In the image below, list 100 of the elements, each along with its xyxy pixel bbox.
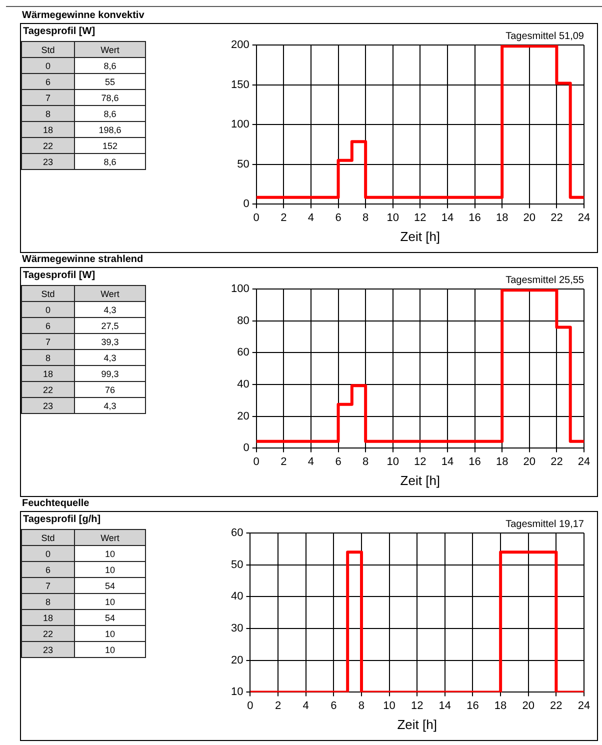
y-tick-label: 50 — [230, 558, 244, 571]
x-tick-label: 16 — [468, 212, 481, 224]
text: Wert — [74, 530, 146, 546]
text: 54 — [104, 612, 115, 622]
category-label: 0 — [22, 58, 74, 74]
text: 99,3 — [101, 368, 119, 378]
category-label: 7 — [22, 578, 74, 594]
text: Tagesmittel 25,55 — [506, 274, 584, 286]
category-label: 23 — [22, 642, 74, 658]
y-tick-label: 100 — [230, 283, 250, 296]
y-tick-label: 60 — [237, 346, 250, 359]
x-tick-label: 10 — [386, 456, 399, 468]
x-tick-label: 12 — [414, 212, 426, 224]
text: 10 — [104, 644, 115, 654]
x-tick-label: 2 — [280, 456, 287, 468]
x-tick-label: 14 — [438, 700, 452, 712]
text: Feuchtequelle — [22, 498, 90, 509]
x-tick-label: 6 — [335, 456, 342, 468]
x-tick-label: 22 — [550, 212, 563, 224]
y-tick-label: 10 — [230, 686, 244, 698]
x-tick-label: 12 — [410, 700, 424, 712]
y-tick-label: 40 — [230, 590, 244, 603]
x-tick-label: 8 — [358, 700, 365, 712]
x-tick-label: 8 — [362, 212, 369, 224]
category-label: 23 — [22, 398, 74, 414]
text: Tagesprofil [g/h] — [23, 514, 101, 525]
x-tick-label: 2 — [274, 700, 282, 712]
text: Wert — [74, 286, 146, 302]
text: 8,6 — [104, 108, 116, 118]
category-label: 7 — [22, 334, 74, 350]
y-tick-label: 20 — [237, 410, 250, 422]
text: 8,6 — [104, 156, 116, 166]
category-label: 22 — [22, 626, 74, 642]
y-tick-label: 50 — [237, 158, 250, 170]
x-tick-label: 14 — [441, 212, 454, 224]
y-tick-label: 60 — [230, 527, 244, 540]
text: 55 — [104, 76, 115, 86]
x-tick-label: 4 — [308, 456, 314, 468]
text: 10 — [104, 564, 115, 574]
text: 198,6 — [98, 124, 122, 134]
x-tick-label: 22 — [550, 456, 563, 468]
text: 10 — [104, 548, 115, 558]
category-label: 18 — [22, 122, 74, 138]
text: 4,3 — [104, 400, 116, 410]
x-tick-label: 20 — [522, 700, 534, 712]
y-tick-label: 200 — [230, 39, 250, 52]
x-tick-label: 12 — [414, 456, 426, 468]
y-tick-label: 20 — [230, 654, 244, 666]
x-tick-label: 16 — [468, 456, 481, 468]
category-label: 22 — [22, 382, 74, 398]
x-tick-label: 4 — [302, 700, 309, 712]
text: 10 — [104, 628, 115, 638]
y-tick-label: 150 — [230, 78, 250, 91]
category-label: 6 — [22, 562, 74, 578]
category-label: 7 — [22, 90, 74, 106]
y-tick-label: 0 — [243, 442, 250, 454]
x-tick-label: 24 — [578, 700, 590, 712]
y-tick-label: 40 — [237, 378, 250, 391]
text: 78,6 — [101, 92, 119, 102]
x-tick-label: 16 — [466, 700, 479, 712]
category-label: 8 — [22, 350, 74, 366]
category-label: 18 — [22, 366, 74, 382]
text: Std — [22, 286, 74, 302]
category-label: 18 — [22, 610, 74, 626]
text: Tagesprofil [W] — [23, 270, 96, 281]
y-tick-label: 0 — [243, 198, 250, 210]
x-tick-label: 22 — [550, 700, 562, 712]
x-tick-label: 24 — [578, 212, 590, 224]
x-tick-label: 6 — [335, 212, 342, 224]
category-label: 0 — [22, 546, 74, 562]
x-tick-label: 20 — [523, 212, 536, 224]
text: 27,5 — [101, 320, 119, 330]
category-label: 22 — [22, 138, 74, 154]
x-tick-label: 18 — [494, 700, 507, 712]
text: 39,3 — [101, 336, 119, 346]
text: Std — [22, 42, 74, 58]
x-tick-label: 10 — [386, 212, 399, 224]
x-tick-label: 0 — [253, 456, 260, 468]
x-axis-title: Zeit [h] — [400, 472, 440, 488]
text: 4,3 — [104, 352, 116, 362]
text: Tagesprofil [W] — [23, 26, 96, 37]
category-label: 8 — [22, 594, 74, 610]
text: Tagesmittel 19,17 — [506, 518, 584, 530]
x-tick-label: 4 — [308, 212, 314, 224]
text: Wert — [74, 42, 146, 58]
category-label: 8 — [22, 106, 74, 122]
x-tick-label: 18 — [496, 456, 508, 468]
x-axis-title: Zeit [h] — [400, 228, 440, 244]
text: Wärmegewinne konvektiv — [22, 10, 144, 21]
text: 54 — [104, 580, 115, 590]
x-tick-label: 6 — [330, 700, 337, 712]
x-tick-label: 14 — [441, 456, 454, 468]
x-tick-label: 24 — [578, 456, 590, 468]
category-label: 0 — [22, 302, 74, 318]
x-tick-label: 10 — [383, 700, 396, 712]
text: 152 — [102, 140, 118, 150]
y-tick-label: 30 — [230, 622, 244, 635]
text: Std — [22, 530, 74, 546]
text: 10 — [104, 596, 115, 606]
text: Tagesmittel 51,09 — [506, 30, 584, 42]
